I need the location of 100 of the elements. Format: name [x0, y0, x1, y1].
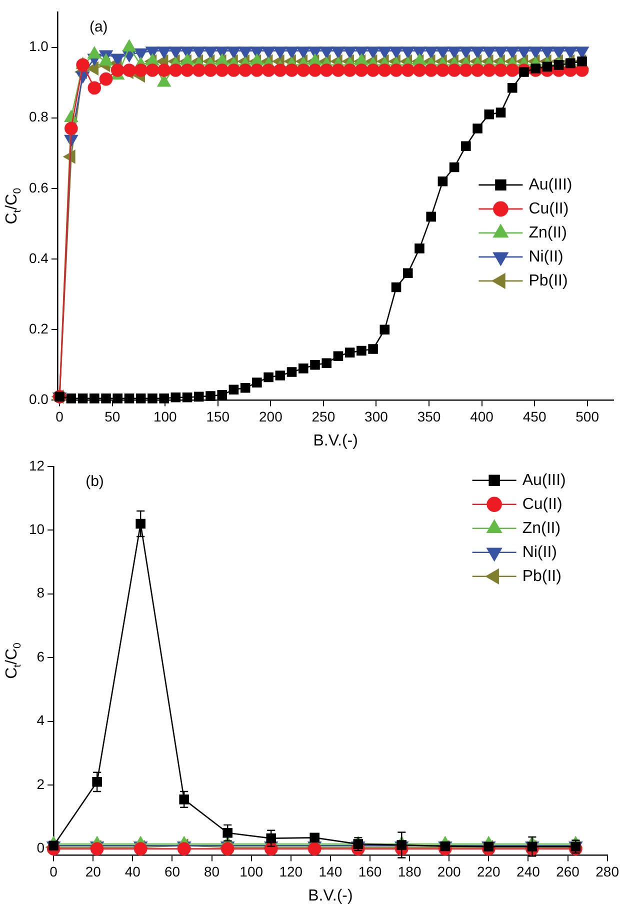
x-axis-title: B.V.(-) — [313, 432, 358, 450]
point — [459, 64, 473, 77]
point — [378, 64, 392, 77]
x-tick-label: 300 — [364, 408, 388, 424]
point — [344, 348, 355, 358]
point — [496, 108, 506, 118]
x-tick-label: 280 — [596, 863, 620, 880]
y-tick-label: 0.4 — [28, 250, 49, 266]
point — [124, 394, 134, 404]
point — [368, 344, 378, 354]
legend-label: Pb(II) — [528, 272, 568, 290]
x-tick-label: 450 — [522, 408, 546, 424]
x-tick-label: 80 — [204, 863, 220, 880]
point — [412, 64, 426, 77]
point — [391, 282, 402, 292]
legend-label: Pb(II) — [522, 568, 562, 585]
point — [180, 64, 194, 77]
y-tick-label: 4 — [36, 712, 45, 728]
point — [266, 833, 276, 844]
point — [101, 394, 111, 404]
point — [227, 64, 240, 77]
point — [110, 64, 124, 77]
x-tick-label: 50 — [104, 408, 120, 424]
point — [577, 56, 587, 66]
point — [134, 64, 148, 77]
point — [222, 828, 232, 838]
x-tick-label: 400 — [470, 408, 494, 424]
x-tick-label: 60 — [164, 863, 180, 880]
point — [461, 141, 471, 151]
point — [285, 64, 298, 77]
point — [484, 109, 494, 120]
point — [217, 390, 228, 400]
point — [179, 794, 189, 804]
legend-label: Zn(II) — [528, 224, 567, 242]
x-tick-label: 180 — [398, 863, 422, 880]
x-tick-label: 20 — [85, 863, 102, 880]
point — [286, 367, 297, 377]
point — [252, 378, 262, 388]
x-tick-label: 150 — [206, 408, 230, 424]
point — [401, 64, 415, 77]
point — [240, 382, 250, 393]
point — [64, 122, 78, 136]
point — [308, 64, 322, 77]
point — [88, 81, 102, 95]
point — [322, 358, 332, 368]
y-axis-title: Ct/C0 — [3, 188, 24, 224]
x-tick-label: 140 — [318, 863, 342, 880]
point — [136, 518, 146, 529]
x-tick-label: 120 — [279, 863, 303, 880]
point — [159, 394, 169, 404]
point — [542, 62, 552, 72]
point — [204, 64, 218, 77]
point — [122, 64, 136, 77]
point — [296, 64, 310, 77]
point — [112, 394, 123, 404]
point — [146, 64, 160, 77]
point — [426, 212, 436, 222]
point — [472, 124, 482, 134]
y-tick-label: 1.0 — [28, 38, 49, 54]
point — [136, 394, 146, 404]
point — [343, 64, 356, 77]
point — [238, 64, 252, 77]
point — [250, 64, 264, 77]
legend-label: Au(III) — [522, 472, 566, 489]
annotation: (a) — [89, 18, 108, 36]
point — [332, 64, 345, 77]
point — [157, 64, 171, 77]
point — [310, 832, 320, 843]
point — [438, 176, 448, 186]
x-tick-label: 200 — [258, 408, 283, 424]
point — [275, 370, 286, 380]
point — [76, 58, 90, 72]
y-axis-title: Ct/C0 — [3, 642, 24, 679]
point — [356, 346, 366, 356]
y-tick-label: 0 — [36, 840, 45, 856]
point — [182, 392, 192, 402]
x-tick-label: 100 — [153, 408, 178, 424]
point — [192, 64, 206, 77]
legend-label: Cu(II) — [528, 200, 569, 218]
y-tick-label: 12 — [28, 457, 45, 474]
point — [310, 360, 320, 370]
x-tick-label: 220 — [476, 863, 501, 880]
point — [99, 72, 113, 86]
y-tick-label: 0.6 — [28, 179, 49, 196]
legend-label: Ni(II) — [522, 544, 557, 561]
point — [506, 64, 520, 77]
annotation: (b) — [86, 473, 104, 490]
point — [228, 384, 239, 395]
point — [494, 64, 508, 77]
point — [507, 82, 518, 93]
point — [66, 394, 76, 404]
legend-label: Au(III) — [528, 176, 572, 194]
point — [169, 64, 182, 77]
x-axis-title: B.V.(-) — [308, 887, 353, 904]
legend-label: Zn(II) — [522, 520, 561, 537]
y-tick-label: 0.8 — [28, 108, 49, 125]
y-tick-label: 10 — [28, 520, 45, 537]
point — [354, 64, 368, 77]
y-tick-label: 0.2 — [28, 320, 49, 336]
x-tick-label: 240 — [516, 863, 540, 880]
